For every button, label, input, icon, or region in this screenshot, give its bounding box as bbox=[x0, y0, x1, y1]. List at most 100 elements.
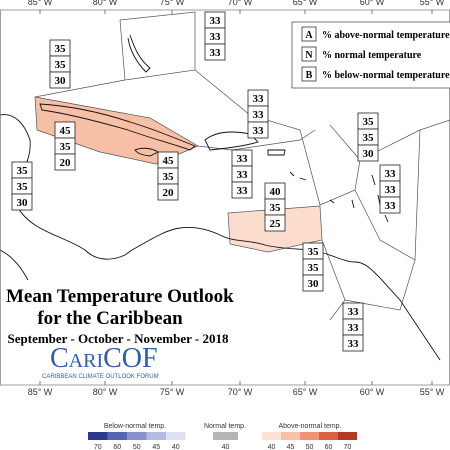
scale-label: Below-normal temp. bbox=[104, 423, 166, 430]
forecast-value: 33 bbox=[210, 47, 222, 59]
longitude-label: 85° W bbox=[28, 0, 53, 7]
forecast-value: 30 bbox=[363, 148, 375, 160]
forecast-cell bbox=[231, 181, 253, 199]
forecast-value: 33 bbox=[253, 125, 265, 137]
forecast-cell bbox=[11, 193, 33, 211]
scale-swatch bbox=[107, 432, 127, 440]
scale-label: Normal temp. bbox=[204, 423, 246, 430]
scale-tick: 60 bbox=[113, 444, 121, 450]
forecast-value: 35 bbox=[363, 132, 375, 144]
longitude-label: 55° W bbox=[420, 387, 445, 397]
forecast-value: 35 bbox=[17, 165, 29, 177]
forecast-cell bbox=[264, 214, 286, 232]
forecast-cell bbox=[357, 144, 379, 162]
forecast-value: 25 bbox=[270, 218, 282, 230]
longitude-label: 70° W bbox=[228, 387, 253, 397]
forecast-value: 35 bbox=[55, 59, 67, 71]
forecast-value: 20 bbox=[163, 187, 175, 199]
title-line: for the Caribbean bbox=[37, 308, 183, 329]
forecast-value: 33 bbox=[385, 200, 397, 212]
legend-letter: B bbox=[306, 70, 313, 81]
scale-tick: 50 bbox=[133, 444, 141, 450]
forecast-value: 45 bbox=[60, 125, 72, 137]
scale-swatch bbox=[166, 432, 186, 440]
forecast-value: 35 bbox=[60, 141, 72, 153]
forecast-cell bbox=[157, 183, 179, 201]
legend-text: % below-normal temperature bbox=[322, 70, 450, 81]
scale-swatch bbox=[88, 432, 108, 440]
forecast-cell bbox=[49, 71, 71, 89]
longitude-label: 85° W bbox=[28, 387, 53, 397]
longitude-label: 60° W bbox=[360, 387, 385, 397]
legend-key bbox=[301, 46, 317, 62]
forecast-value: 30 bbox=[308, 278, 320, 290]
longitude-label: 65° W bbox=[293, 387, 318, 397]
scale-tick: 45 bbox=[287, 444, 295, 450]
forecast-value: 35 bbox=[17, 181, 29, 193]
forecast-value: 33 bbox=[237, 185, 249, 197]
logo-tagline: CARIBBEAN CLIMATE OUTLOOK FORUM bbox=[42, 374, 159, 380]
forecast-value: 33 bbox=[385, 168, 397, 180]
legend-letter: N bbox=[305, 50, 313, 61]
scale-tick: 50 bbox=[306, 444, 314, 450]
longitude-label: 75° W bbox=[160, 387, 185, 397]
forecast-value: 35 bbox=[308, 246, 320, 258]
forecast-value: 33 bbox=[348, 322, 360, 334]
forecast-value: 33 bbox=[210, 15, 222, 27]
forecast-value: 40 bbox=[270, 186, 282, 198]
scale-tick: 70 bbox=[344, 444, 352, 450]
forecast-value: 35 bbox=[363, 116, 375, 128]
forecast-value: 33 bbox=[237, 169, 249, 181]
forecast-cell bbox=[302, 274, 324, 292]
legend-box bbox=[291, 21, 450, 89]
scale-swatch bbox=[281, 432, 300, 440]
forecast-value: 30 bbox=[55, 75, 67, 87]
forecast-value: 33 bbox=[237, 153, 249, 165]
legend-text: % above-normal temperature bbox=[322, 30, 450, 41]
above-normal-region bbox=[34, 96, 199, 165]
scale-swatch bbox=[338, 432, 357, 440]
legend-key bbox=[301, 26, 317, 42]
forecast-cell bbox=[54, 153, 76, 171]
forecast-cell bbox=[379, 196, 401, 214]
forecast-cell bbox=[247, 121, 269, 139]
scale-tick: 40 bbox=[268, 444, 276, 450]
subtitle: September - October - November - 2018 bbox=[8, 331, 229, 346]
forecast-cell bbox=[204, 43, 226, 61]
forecast-value: 33 bbox=[348, 338, 360, 350]
forecast-value: 30 bbox=[17, 197, 29, 209]
forecast-value: 20 bbox=[60, 157, 72, 169]
scale-swatch bbox=[262, 432, 281, 440]
scale-swatch bbox=[213, 432, 238, 440]
longitude-label: 55° W bbox=[420, 0, 445, 7]
longitude-label: 60° W bbox=[360, 0, 385, 7]
forecast-value: 45 bbox=[163, 155, 175, 167]
forecast-value: 35 bbox=[55, 43, 67, 55]
title-line: Mean Temperature Outlook bbox=[6, 286, 234, 307]
forecast-value: 35 bbox=[308, 262, 320, 274]
legend-letter: A bbox=[305, 30, 313, 41]
forecast-value: 35 bbox=[270, 202, 282, 214]
legend-text: % normal temperature bbox=[322, 50, 422, 61]
longitude-label: 80° W bbox=[93, 387, 118, 397]
scale-swatch bbox=[319, 432, 338, 440]
logo-name: CariCOF bbox=[50, 343, 158, 374]
forecast-value: 33 bbox=[253, 109, 265, 121]
scale-swatch bbox=[146, 432, 166, 440]
forecast-value: 33 bbox=[348, 306, 360, 318]
forecast-value: 33 bbox=[210, 31, 222, 43]
scale-tick: 40 bbox=[172, 444, 180, 450]
longitude-label: 75° W bbox=[160, 0, 185, 7]
forecast-cell bbox=[342, 334, 364, 352]
longitude-label: 65° W bbox=[293, 0, 318, 7]
scale-label: Above-normal temp. bbox=[278, 423, 341, 430]
legend-key bbox=[301, 66, 317, 82]
scale-swatch bbox=[300, 432, 319, 440]
forecast-value: 33 bbox=[385, 184, 397, 196]
scale-swatch bbox=[127, 432, 147, 440]
scale-tick: 60 bbox=[325, 444, 333, 450]
longitude-label: 80° W bbox=[93, 0, 118, 7]
forecast-value: 33 bbox=[253, 93, 265, 105]
